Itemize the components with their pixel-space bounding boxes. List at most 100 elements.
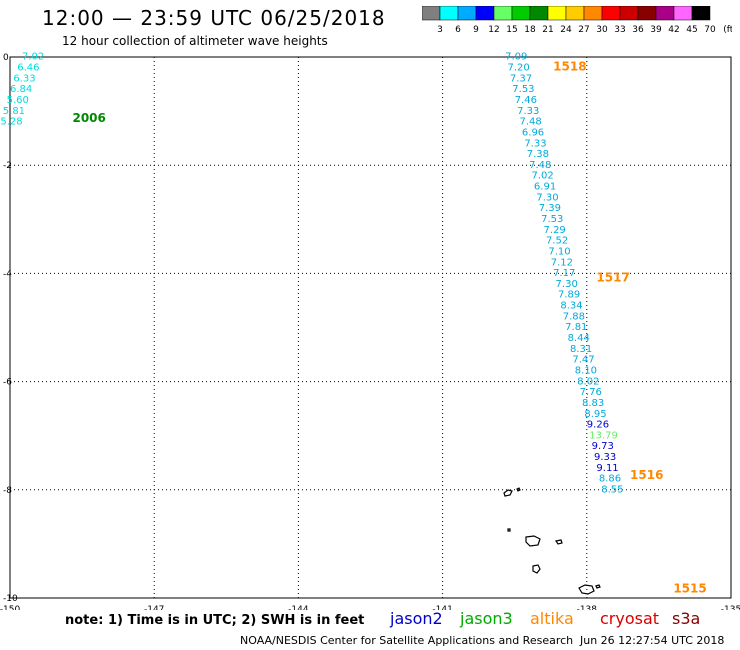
wave-height-value: 7.89 (558, 290, 580, 301)
wave-height-value: 7.52 (546, 236, 568, 247)
island-outline (578, 584, 595, 595)
wave-height-value: 8.55 (601, 485, 623, 496)
wave-height-value: 7.10 (548, 246, 570, 257)
color-bin-label: 12 (488, 25, 499, 35)
wave-height-value: 7.29 (544, 225, 566, 236)
color-bin-label: 6 (455, 25, 461, 35)
longitude-tick-label: -138 (577, 605, 598, 610)
latitude-tick-label: -10 (3, 594, 18, 604)
wave-height-value: 6.96 (522, 127, 544, 138)
satellite-jason2: jason2 (390, 609, 443, 628)
wave-height-value: 7.39 (539, 203, 561, 214)
island-outline (595, 584, 601, 589)
color-bin-label: 33 (614, 25, 625, 35)
wave-height-value: 7.02 (532, 171, 554, 182)
pass-id-label: 1516 (630, 468, 663, 482)
satellite-jason3: jason3 (460, 609, 513, 628)
color-bin-label: 39 (650, 25, 662, 35)
longitude-tick-label: -135 (721, 605, 740, 610)
wave-height-value: 9.33 (594, 452, 616, 463)
wave-height-value: 7.76 (580, 387, 602, 398)
wave-height-value: 7.17 (553, 268, 575, 279)
color-bin-label: 45 (686, 25, 697, 35)
wave-height-value: 7.37 (510, 73, 532, 84)
wave-height-value: 8.31 (570, 344, 592, 355)
wave-height-value: 7.48 (520, 117, 542, 128)
color-bin-label: 42 (668, 25, 679, 35)
color-bin-label: 21 (542, 25, 553, 35)
pass-id-label: 1518 (553, 60, 586, 74)
wave-height-value: 7.33 (524, 138, 546, 149)
island-outline (516, 487, 521, 492)
wave-height-value: 7.46 (515, 95, 537, 106)
pass-id-label: 1517 (596, 271, 629, 285)
longitude-tick-label: -150 (0, 605, 20, 610)
wave-height-map: -150 -147 -144 -141 -138 -135 0 -2 -4 -6 -8 -10 7.02… (0, 52, 740, 610)
satellite-s3a: s3a (672, 609, 701, 628)
wave-height-value: 7.53 (541, 214, 563, 225)
island-outline (503, 489, 513, 497)
color-bin-label: 30 (596, 25, 608, 35)
wave-height-value: 9.26 (587, 420, 609, 431)
color-bin-label: 70 (704, 25, 716, 35)
wave-height-value: 9.73 (592, 441, 614, 452)
latitude-tick-label: -4 (3, 269, 12, 279)
wave-height-value: 7.33 (517, 106, 539, 117)
longitude-tick-label: -141 (432, 605, 452, 610)
wave-height-value: 7.81 (565, 322, 587, 333)
wave-height-value: 8.83 (582, 398, 604, 409)
wave-height-value: 7.20 (507, 63, 529, 74)
latitude-tick-label: 0 (3, 53, 9, 63)
wave-height-value: 8.95 (584, 409, 606, 420)
wave-height-value: 7.47 (572, 355, 594, 366)
wave-height-value: 7.30 (556, 279, 578, 290)
wave-height-value: 8.44 (568, 333, 590, 344)
footer-note: note: 1) Time is in UTC; 2) SWH is in fe… (65, 613, 365, 628)
island-outline (532, 564, 541, 574)
wave-height-value: 8.02 (577, 376, 599, 387)
wave-height-value: 7.38 (527, 149, 549, 160)
pass-id-label: 2006 (72, 111, 105, 125)
wave-height-value: 13.79 (589, 430, 618, 441)
island-outline (525, 535, 541, 547)
wave-height-value: 7.12 (551, 257, 573, 268)
wave-height-value: 6.91 (534, 182, 556, 193)
color-bin-label: 24 (560, 25, 572, 35)
wave-height-value: 7.48 (529, 160, 551, 171)
generated-timestamp: Jun 26 12:27:54 UTC 2018 (580, 634, 725, 647)
wave-height-value: 7.02 (22, 52, 44, 63)
latitude-tick-label: -6 (3, 378, 12, 388)
color-bin-label: 36 (632, 25, 644, 35)
wave-height-value: 8.10 (575, 365, 597, 376)
satellite-cryosat: cryosat (600, 609, 660, 628)
color-bin-label: 9 (473, 25, 479, 35)
color-swatch (691, 6, 711, 21)
island-outline (507, 528, 511, 532)
wave-height-value: 6.33 (13, 73, 35, 84)
longitude-tick-label: -144 (288, 605, 309, 610)
wave-height-value: 6.84 (10, 84, 32, 95)
wave-height-value: 7.09 (505, 52, 527, 63)
wave-height-value: 5.28 (0, 117, 22, 128)
wave-height-value: 6.46 (17, 63, 39, 74)
wave-height-value: 8.34 (560, 301, 582, 312)
wave-height-value: 7.88 (563, 311, 585, 322)
color-bin-label: 15 (506, 25, 517, 35)
wave-height-value: 9.11 (596, 463, 618, 474)
credit-line: NOAA/NESDIS Center for Satellite Applica… (240, 634, 574, 647)
wave-height-value: 7.30 (536, 192, 558, 203)
wave-height-value: 5.81 (3, 106, 25, 117)
color-bin-label: 3 (437, 25, 443, 35)
map-frame (9, 56, 732, 599)
latitude-tick-label: -2 (3, 161, 12, 171)
map-title: 12:00 — 23:59 UTC 06/25/2018 (42, 6, 386, 30)
satellite-altika: altika (530, 609, 574, 628)
pass-id-label: 1515 (673, 582, 706, 596)
wave-height-value: 7.53 (512, 84, 534, 95)
island-outline (555, 539, 563, 545)
wave-height-value: 5.60 (7, 95, 29, 106)
latitude-tick-label: -8 (3, 486, 12, 496)
wave-height-value: 8.86 (599, 474, 621, 485)
color-bin-label: 18 (524, 25, 536, 35)
